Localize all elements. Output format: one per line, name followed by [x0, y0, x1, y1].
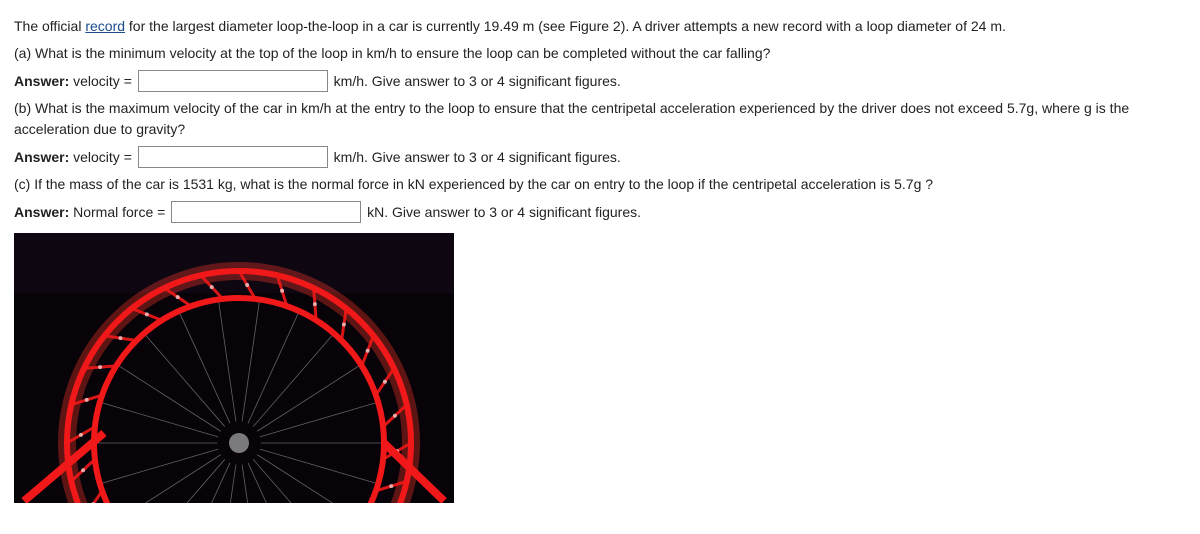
loop-figure [14, 233, 454, 503]
answer-var-b: velocity = [69, 149, 136, 165]
loop-svg [14, 233, 454, 503]
answer-var-c: Normal force = [69, 204, 169, 220]
part-a-answer-line: Answer: velocity = km/h. Give answer to … [14, 70, 1186, 92]
answer-unit-b: km/h. Give answer to 3 or 4 significant … [330, 149, 621, 165]
part-b-question: (b) What is the maximum velocity of the … [14, 98, 1186, 140]
part-c-question: (c) If the mass of the car is 1531 kg, w… [14, 174, 1186, 195]
part-b-answer-line: Answer: velocity = km/h. Give answer to … [14, 146, 1186, 168]
answer-label-a: Answer: [14, 73, 69, 89]
answer-label-b: Answer: [14, 149, 69, 165]
intro-post: for the largest diameter loop-the-loop i… [125, 18, 1006, 34]
answer-unit-c: kN. Give answer to 3 or 4 significant fi… [363, 204, 641, 220]
part-a-question: (a) What is the minimum velocity at the … [14, 43, 1186, 64]
velocity-b-input[interactable] [138, 146, 328, 168]
intro-pre: The official [14, 18, 85, 34]
part-c-answer-line: Answer: Normal force = kN. Give answer t… [14, 201, 1186, 223]
intro-paragraph: The official record for the largest diam… [14, 16, 1186, 37]
velocity-a-input[interactable] [138, 70, 328, 92]
answer-var-a: velocity = [69, 73, 136, 89]
answer-unit-a: km/h. Give answer to 3 or 4 significant … [330, 73, 621, 89]
answer-label-c: Answer: [14, 204, 69, 220]
record-link[interactable]: record [85, 18, 125, 34]
normal-force-input[interactable] [171, 201, 361, 223]
